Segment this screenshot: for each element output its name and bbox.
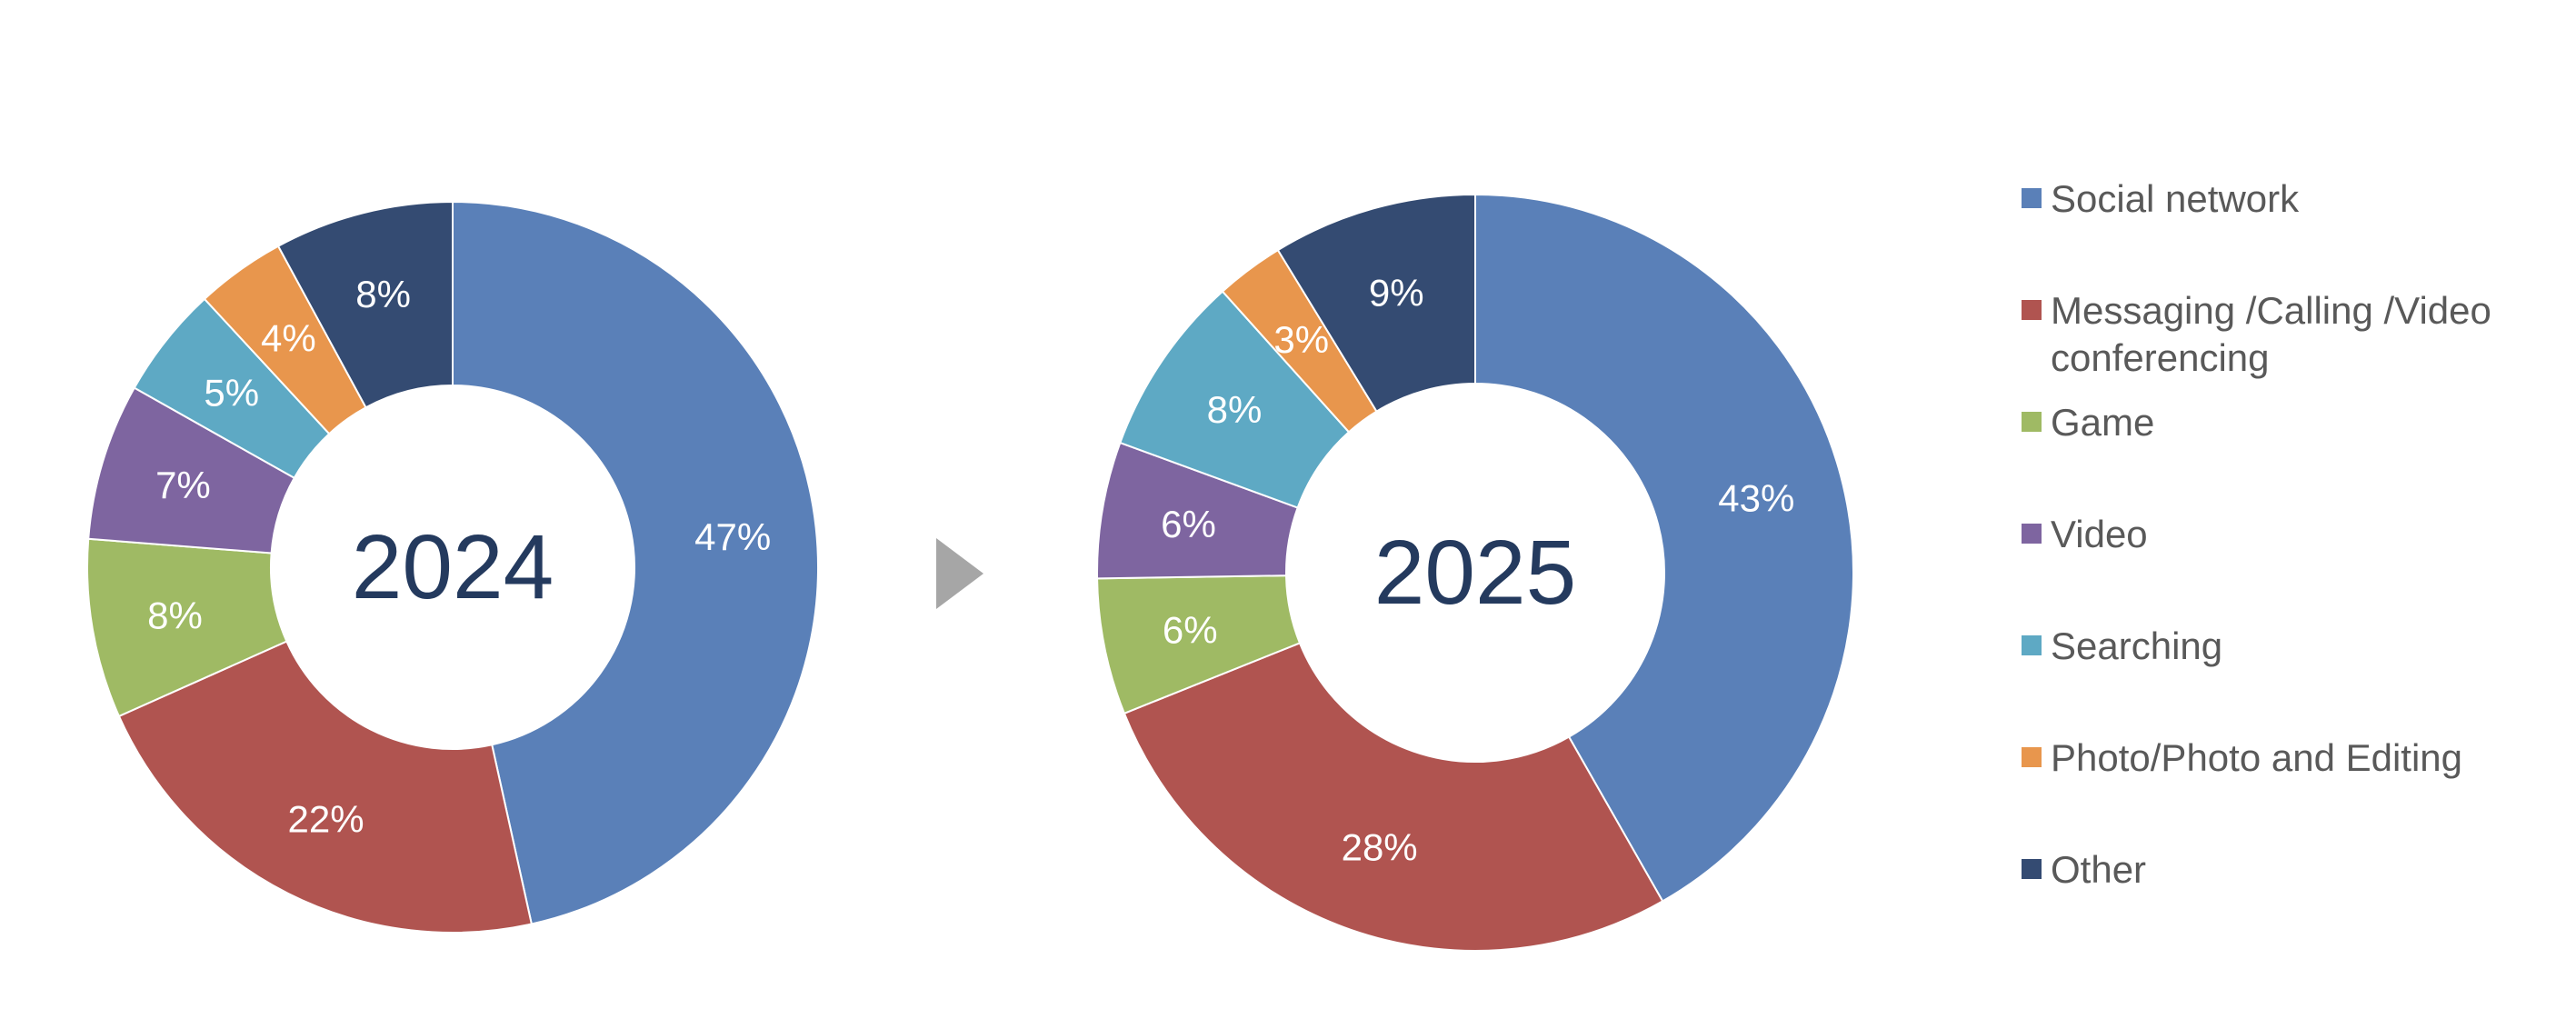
legend-item-other: Other [2022,848,2146,891]
legend-swatch [2022,524,2042,544]
legend-item-searching: Searching [2022,624,2222,667]
legend-label: Social network [2051,177,2300,220]
legend-swatch [2022,412,2042,432]
slice-2024-other [276,200,454,409]
slice-label-2025-searching: 8% [1207,388,1263,431]
slice-label-2025-other: 9% [1369,271,1424,314]
slice-label-2024-messaging-calling-video-conferencing: 22% [288,797,364,840]
arrow-right-icon [936,538,983,609]
slice-label-2024-social-network: 47% [694,515,771,558]
legend: Social network Messaging /Calling /Video c… [2022,177,2491,891]
slice-2025-messaging-calling-video-conferencing [1123,642,1664,952]
legend-label: Searching [2051,624,2222,667]
donut-center-year-2024: 2024 [352,516,554,618]
donut-center-year-2025: 2025 [1374,522,1576,624]
donut-chart-2025: 43% 28% 6% 6% 8%3% 9% 2025 [1096,193,1855,952]
legend-item-messaging-calling-video-conferencing: Messaging /Calling /Video conferencing [2022,289,2491,379]
legend-swatch [2022,635,2042,655]
slice-label-2025-messaging-calling-video-conferencing: 28% [1342,826,1418,869]
legend-label: Other [2051,848,2146,891]
slice-label-2025-game: 6% [1163,609,1218,652]
slice-2025-social-network [1474,193,1855,903]
slice-label-2024-game: 8% [147,594,203,636]
slice-label-2024-other: 8% [355,273,411,315]
slice-2025-other [1276,193,1476,413]
legend-item-photo-photo-and-editing: Photo/Photo and Editing [2022,736,2462,779]
legend-swatch [2022,188,2042,208]
legend-label: Photo/Photo and Editing [2051,736,2462,779]
legend-swatch [2022,747,2042,767]
slice-label-2025-social-network: 43% [1718,476,1794,519]
legend-label: Messaging /Calling /Video conferencing [2051,289,2491,379]
legend-label: Game [2051,401,2154,444]
legend-item-game: Game [2022,401,2154,444]
legend-item-social-network: Social network [2022,177,2300,220]
slice-2024-messaging-calling-video-conferencing [117,640,534,934]
slice-label-2024-searching: 5% [204,371,259,414]
donut-chart-2024: 47% 22% 8% 7% 5%4% 8% 2024 [86,200,819,934]
slice-label-2024-video: 7% [155,464,211,506]
slice-label-2025-video: 6% [1161,503,1216,545]
legend-swatch [2022,859,2042,879]
legend-item-video: Video [2022,513,2148,555]
slice-label-2024-photo-photo-and-editing: 4% [261,317,316,360]
slice-label-2025-photo-photo-and-editing: 3% [1273,318,1329,361]
legend-swatch [2022,300,2042,320]
slice-2024-social-network [452,200,819,925]
legend-label: Video [2051,513,2148,555]
